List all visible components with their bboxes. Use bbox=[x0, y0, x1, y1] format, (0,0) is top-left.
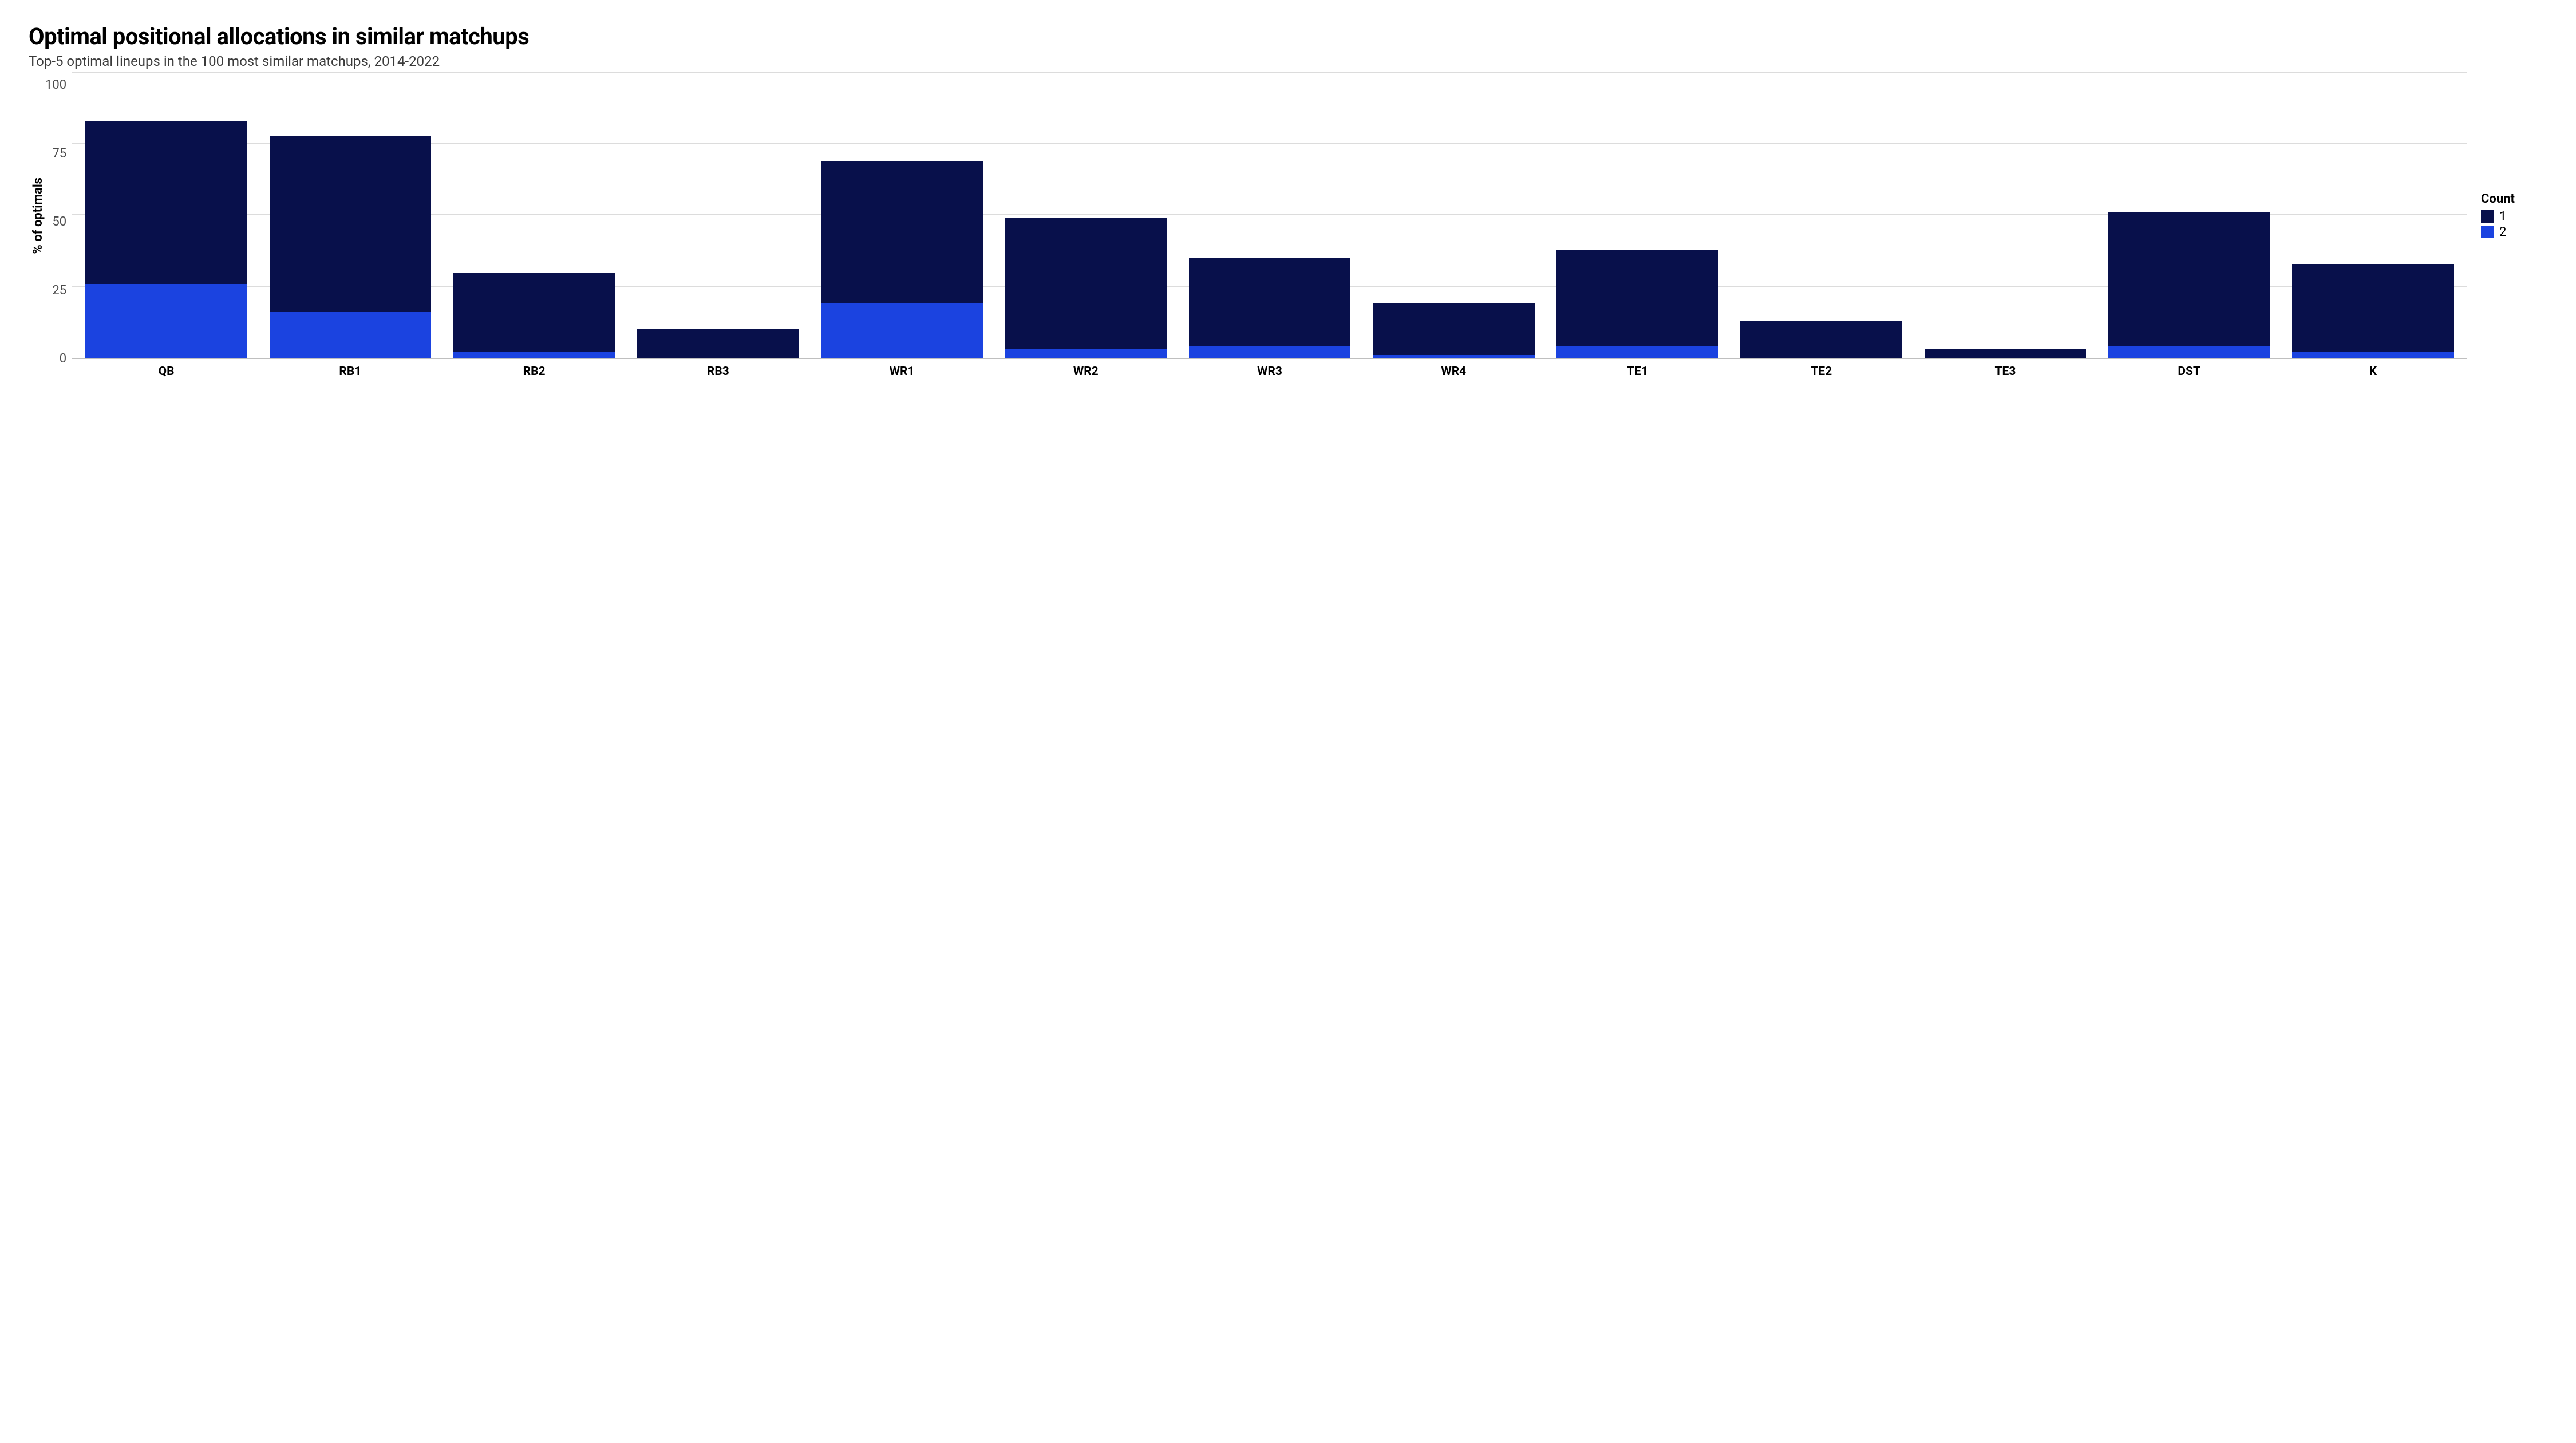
bar-slot bbox=[258, 73, 442, 358]
bar-segment-2 bbox=[2292, 352, 2454, 358]
bar-segment-1 bbox=[270, 136, 432, 313]
bar-segment-2 bbox=[85, 284, 247, 358]
bar-slot bbox=[1178, 73, 1361, 358]
legend-swatch bbox=[2481, 210, 2494, 223]
legend-item: 2 bbox=[2481, 225, 2547, 239]
bar-te3 bbox=[1925, 349, 2087, 358]
plot-row: % of optimals 1007550250 Count 12 bbox=[29, 73, 2547, 359]
x-label: QB bbox=[74, 365, 258, 379]
legend-label: 1 bbox=[2499, 210, 2506, 224]
bar-dst bbox=[2108, 212, 2270, 358]
x-label: K bbox=[2281, 365, 2465, 379]
bar-segment-1 bbox=[637, 329, 799, 358]
bar-segment-2 bbox=[1005, 349, 1167, 358]
bar-segment-1 bbox=[2292, 264, 2454, 352]
bar-segment-1 bbox=[2108, 212, 2270, 346]
legend-items: 12 bbox=[2481, 210, 2547, 239]
x-label: WR2 bbox=[994, 365, 1178, 379]
x-label: TE2 bbox=[1729, 365, 1913, 379]
bar-segment-1 bbox=[821, 161, 983, 303]
bar-slot bbox=[1546, 73, 1729, 358]
x-label: RB3 bbox=[626, 365, 810, 379]
bar-slot bbox=[810, 73, 994, 358]
x-label: RB2 bbox=[442, 365, 626, 379]
bar-rb2 bbox=[453, 273, 615, 358]
bar-segment-2 bbox=[2108, 346, 2270, 358]
bar-qb bbox=[85, 121, 247, 358]
bar-rb3 bbox=[637, 329, 799, 358]
bar-te1 bbox=[1556, 250, 1718, 358]
legend-item: 1 bbox=[2481, 210, 2547, 224]
bar-segment-1 bbox=[85, 121, 247, 284]
chart-container: Optimal positional allocations in simila… bbox=[29, 23, 2547, 379]
y-tick: 75 bbox=[45, 148, 66, 160]
bar-slot bbox=[2281, 73, 2465, 358]
y-axis-label: % of optimals bbox=[29, 178, 45, 254]
bar-slot bbox=[1362, 73, 1546, 358]
y-axis-ticks: 1007550250 bbox=[45, 73, 72, 359]
legend-title: Count bbox=[2481, 192, 2547, 206]
bar-segment-1 bbox=[1556, 250, 1718, 346]
bar-slot bbox=[2097, 73, 2281, 358]
legend-label: 2 bbox=[2499, 225, 2506, 239]
bar-slot bbox=[74, 73, 258, 358]
bars-container bbox=[72, 73, 2467, 358]
bar-slot bbox=[442, 73, 626, 358]
bar-segment-1 bbox=[1925, 349, 2087, 358]
legend: Count 12 bbox=[2467, 192, 2547, 240]
x-label: WR3 bbox=[1178, 365, 1361, 379]
bar-segment-2 bbox=[270, 312, 432, 358]
plot-area bbox=[72, 73, 2467, 359]
y-tick: 25 bbox=[45, 285, 66, 297]
x-label: WR4 bbox=[1362, 365, 1546, 379]
bar-segment-1 bbox=[1373, 303, 1535, 355]
x-label: DST bbox=[2097, 365, 2281, 379]
y-tick: 50 bbox=[45, 216, 66, 228]
x-label: TE3 bbox=[1913, 365, 2097, 379]
bar-slot bbox=[626, 73, 810, 358]
bar-wr3 bbox=[1189, 258, 1351, 358]
bar-wr2 bbox=[1005, 218, 1167, 358]
bar-segment-1 bbox=[453, 273, 615, 352]
y-tick: 100 bbox=[45, 79, 66, 92]
bar-segment-2 bbox=[1556, 346, 1718, 358]
bar-wr4 bbox=[1373, 303, 1535, 358]
bar-segment-1 bbox=[1740, 321, 1902, 358]
bar-segment-1 bbox=[1005, 218, 1167, 349]
bar-slot bbox=[994, 73, 1178, 358]
bar-te2 bbox=[1740, 321, 1902, 358]
bar-segment-2 bbox=[821, 303, 983, 358]
bar-rb1 bbox=[270, 136, 432, 358]
bar-slot bbox=[1913, 73, 2097, 358]
bar-segment-2 bbox=[453, 352, 615, 358]
x-label: TE1 bbox=[1546, 365, 1729, 379]
chart-subtitle: Top-5 optimal lineups in the 100 most si… bbox=[29, 53, 2547, 69]
bar-segment-2 bbox=[1373, 355, 1535, 358]
y-tick: 0 bbox=[45, 353, 66, 365]
bar-slot bbox=[1729, 73, 1913, 358]
bar-segment-1 bbox=[1189, 258, 1351, 346]
chart-title: Optimal positional allocations in simila… bbox=[29, 23, 2547, 50]
legend-swatch bbox=[2481, 226, 2494, 238]
x-label: RB1 bbox=[258, 365, 442, 379]
bar-k bbox=[2292, 264, 2454, 358]
x-axis-labels: QBRB1RB2RB3WR1WR2WR3WR4TE1TE2TE3DSTK bbox=[72, 359, 2467, 379]
bar-segment-2 bbox=[1189, 346, 1351, 358]
x-label: WR1 bbox=[810, 365, 994, 379]
bar-wr1 bbox=[821, 161, 983, 358]
